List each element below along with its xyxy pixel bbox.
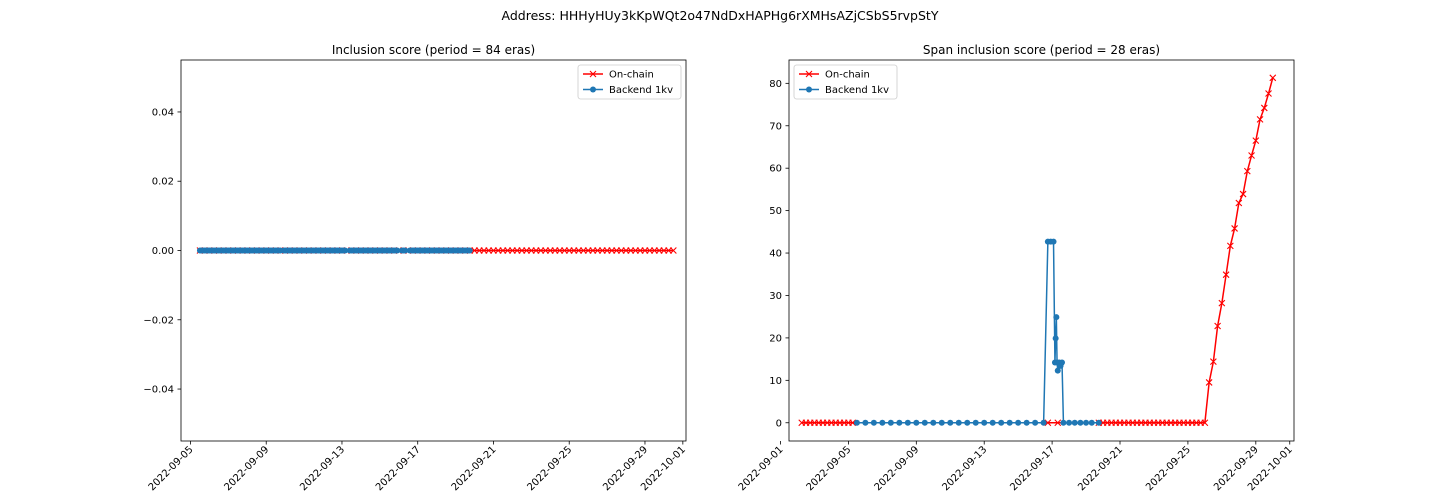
legend: On-chain Backend 1kv xyxy=(793,64,898,100)
data-point-backend-1kv xyxy=(1095,419,1102,426)
data-point-backend-1kv xyxy=(964,419,971,426)
data-point-on-chain xyxy=(1239,190,1247,198)
data-point-backend-1kv xyxy=(1059,359,1066,366)
legend-label: On-chain xyxy=(825,70,870,81)
data-point-on-chain xyxy=(1269,74,1277,82)
y-tick-label: 0.00 xyxy=(152,246,174,257)
data-point-backend-1kv xyxy=(879,419,886,426)
y-tick-label: 0.02 xyxy=(152,177,174,188)
data-point-on-chain xyxy=(1222,271,1230,279)
data-point-backend-1kv xyxy=(887,419,894,426)
data-point-backend-1kv xyxy=(1040,419,1047,426)
y-tick-label: −0.02 xyxy=(143,315,174,326)
data-point-backend-1kv xyxy=(1015,419,1022,426)
data-point-backend-1kv xyxy=(342,247,349,254)
data-point-on-chain xyxy=(1248,152,1255,159)
data-point-backend-1kv xyxy=(1083,419,1090,426)
legend: On-chain Backend 1kv xyxy=(577,64,682,100)
data-point-backend-1kv xyxy=(1088,419,1095,426)
data-point-backend-1kv xyxy=(921,419,928,426)
data-point-backend-1kv xyxy=(1050,238,1057,245)
y-tick-label: −0.04 xyxy=(143,385,174,396)
data-point-backend-1kv xyxy=(1006,419,1013,426)
legend-label: Backend 1kv xyxy=(825,85,889,96)
legend-label: On-chain xyxy=(609,70,654,81)
data-point-backend-1kv xyxy=(955,419,962,426)
panel-title: Inclusion score (period = 84 eras) xyxy=(332,43,535,57)
data-point-backend-1kv xyxy=(394,247,401,254)
y-tick-label: 50 xyxy=(769,206,782,217)
data-point-on-chain xyxy=(1260,104,1268,112)
data-point-backend-1kv xyxy=(1066,419,1073,426)
data-point-on-chain xyxy=(1205,379,1213,386)
data-point-backend-1kv xyxy=(1052,335,1059,342)
data-point-on-chain xyxy=(1209,358,1217,366)
data-point-backend-1kv xyxy=(998,419,1005,426)
data-point-backend-1kv xyxy=(1053,314,1060,321)
data-point-on-chain xyxy=(669,247,677,254)
y-tick-label: 30 xyxy=(769,291,782,302)
y-tick-label: 80 xyxy=(769,79,782,90)
data-point-backend-1kv xyxy=(938,419,945,426)
data-point-backend-1kv xyxy=(947,419,954,426)
data-point-on-chain xyxy=(1252,137,1260,145)
data-point-backend-1kv xyxy=(930,419,937,426)
data-point-on-chain xyxy=(1235,199,1243,207)
y-tick-label: 70 xyxy=(769,121,782,132)
data-point-on-chain xyxy=(1231,225,1238,232)
data-point-backend-1kv xyxy=(904,419,911,426)
figure-title: Address: HHHyHUy3kKpWQt2o47NdDxHAPHg6rXM… xyxy=(502,8,939,23)
data-point-on-chain xyxy=(849,419,857,427)
data-point-on-chain xyxy=(1214,322,1221,330)
data-point-backend-1kv xyxy=(402,247,409,254)
y-tick-label: 40 xyxy=(769,249,782,260)
data-point-backend-1kv xyxy=(862,419,869,426)
data-point-on-chain xyxy=(1201,419,1209,427)
legend-label: Backend 1kv xyxy=(609,85,673,96)
data-point-backend-1kv xyxy=(1023,419,1030,426)
y-tick-label: 20 xyxy=(769,333,782,344)
data-point-on-chain xyxy=(1054,419,1062,427)
y-tick-label: 60 xyxy=(769,164,782,175)
data-point-backend-1kv xyxy=(981,419,988,426)
data-point-on-chain xyxy=(1226,242,1234,250)
data-point-on-chain xyxy=(1256,116,1264,123)
data-point-backend-1kv xyxy=(972,419,979,426)
data-point-on-chain xyxy=(1243,167,1251,175)
data-point-backend-1kv xyxy=(989,419,996,426)
panel-title: Span inclusion score (period = 28 eras) xyxy=(923,43,1160,57)
plot-frame xyxy=(788,59,1295,442)
data-point-backend-1kv xyxy=(896,419,903,426)
data-point-on-chain xyxy=(1044,419,1052,427)
y-tick-label: 0 xyxy=(776,418,782,429)
data-point-backend-1kv xyxy=(853,419,860,426)
data-point-backend-1kv xyxy=(1054,367,1061,374)
data-point-backend-1kv xyxy=(1071,419,1078,426)
data-point-backend-1kv xyxy=(1060,419,1067,426)
y-tick-label: 0.04 xyxy=(152,107,174,118)
data-point-on-chain xyxy=(1265,90,1272,97)
data-point-backend-1kv xyxy=(1032,419,1039,426)
data-point-backend-1kv xyxy=(913,419,920,426)
data-point-backend-1kv xyxy=(1077,419,1084,426)
data-point-backend-1kv xyxy=(870,419,877,426)
data-point-backend-1kv xyxy=(466,247,473,254)
y-tick-label: 10 xyxy=(769,376,782,387)
data-point-on-chain xyxy=(1218,299,1226,307)
